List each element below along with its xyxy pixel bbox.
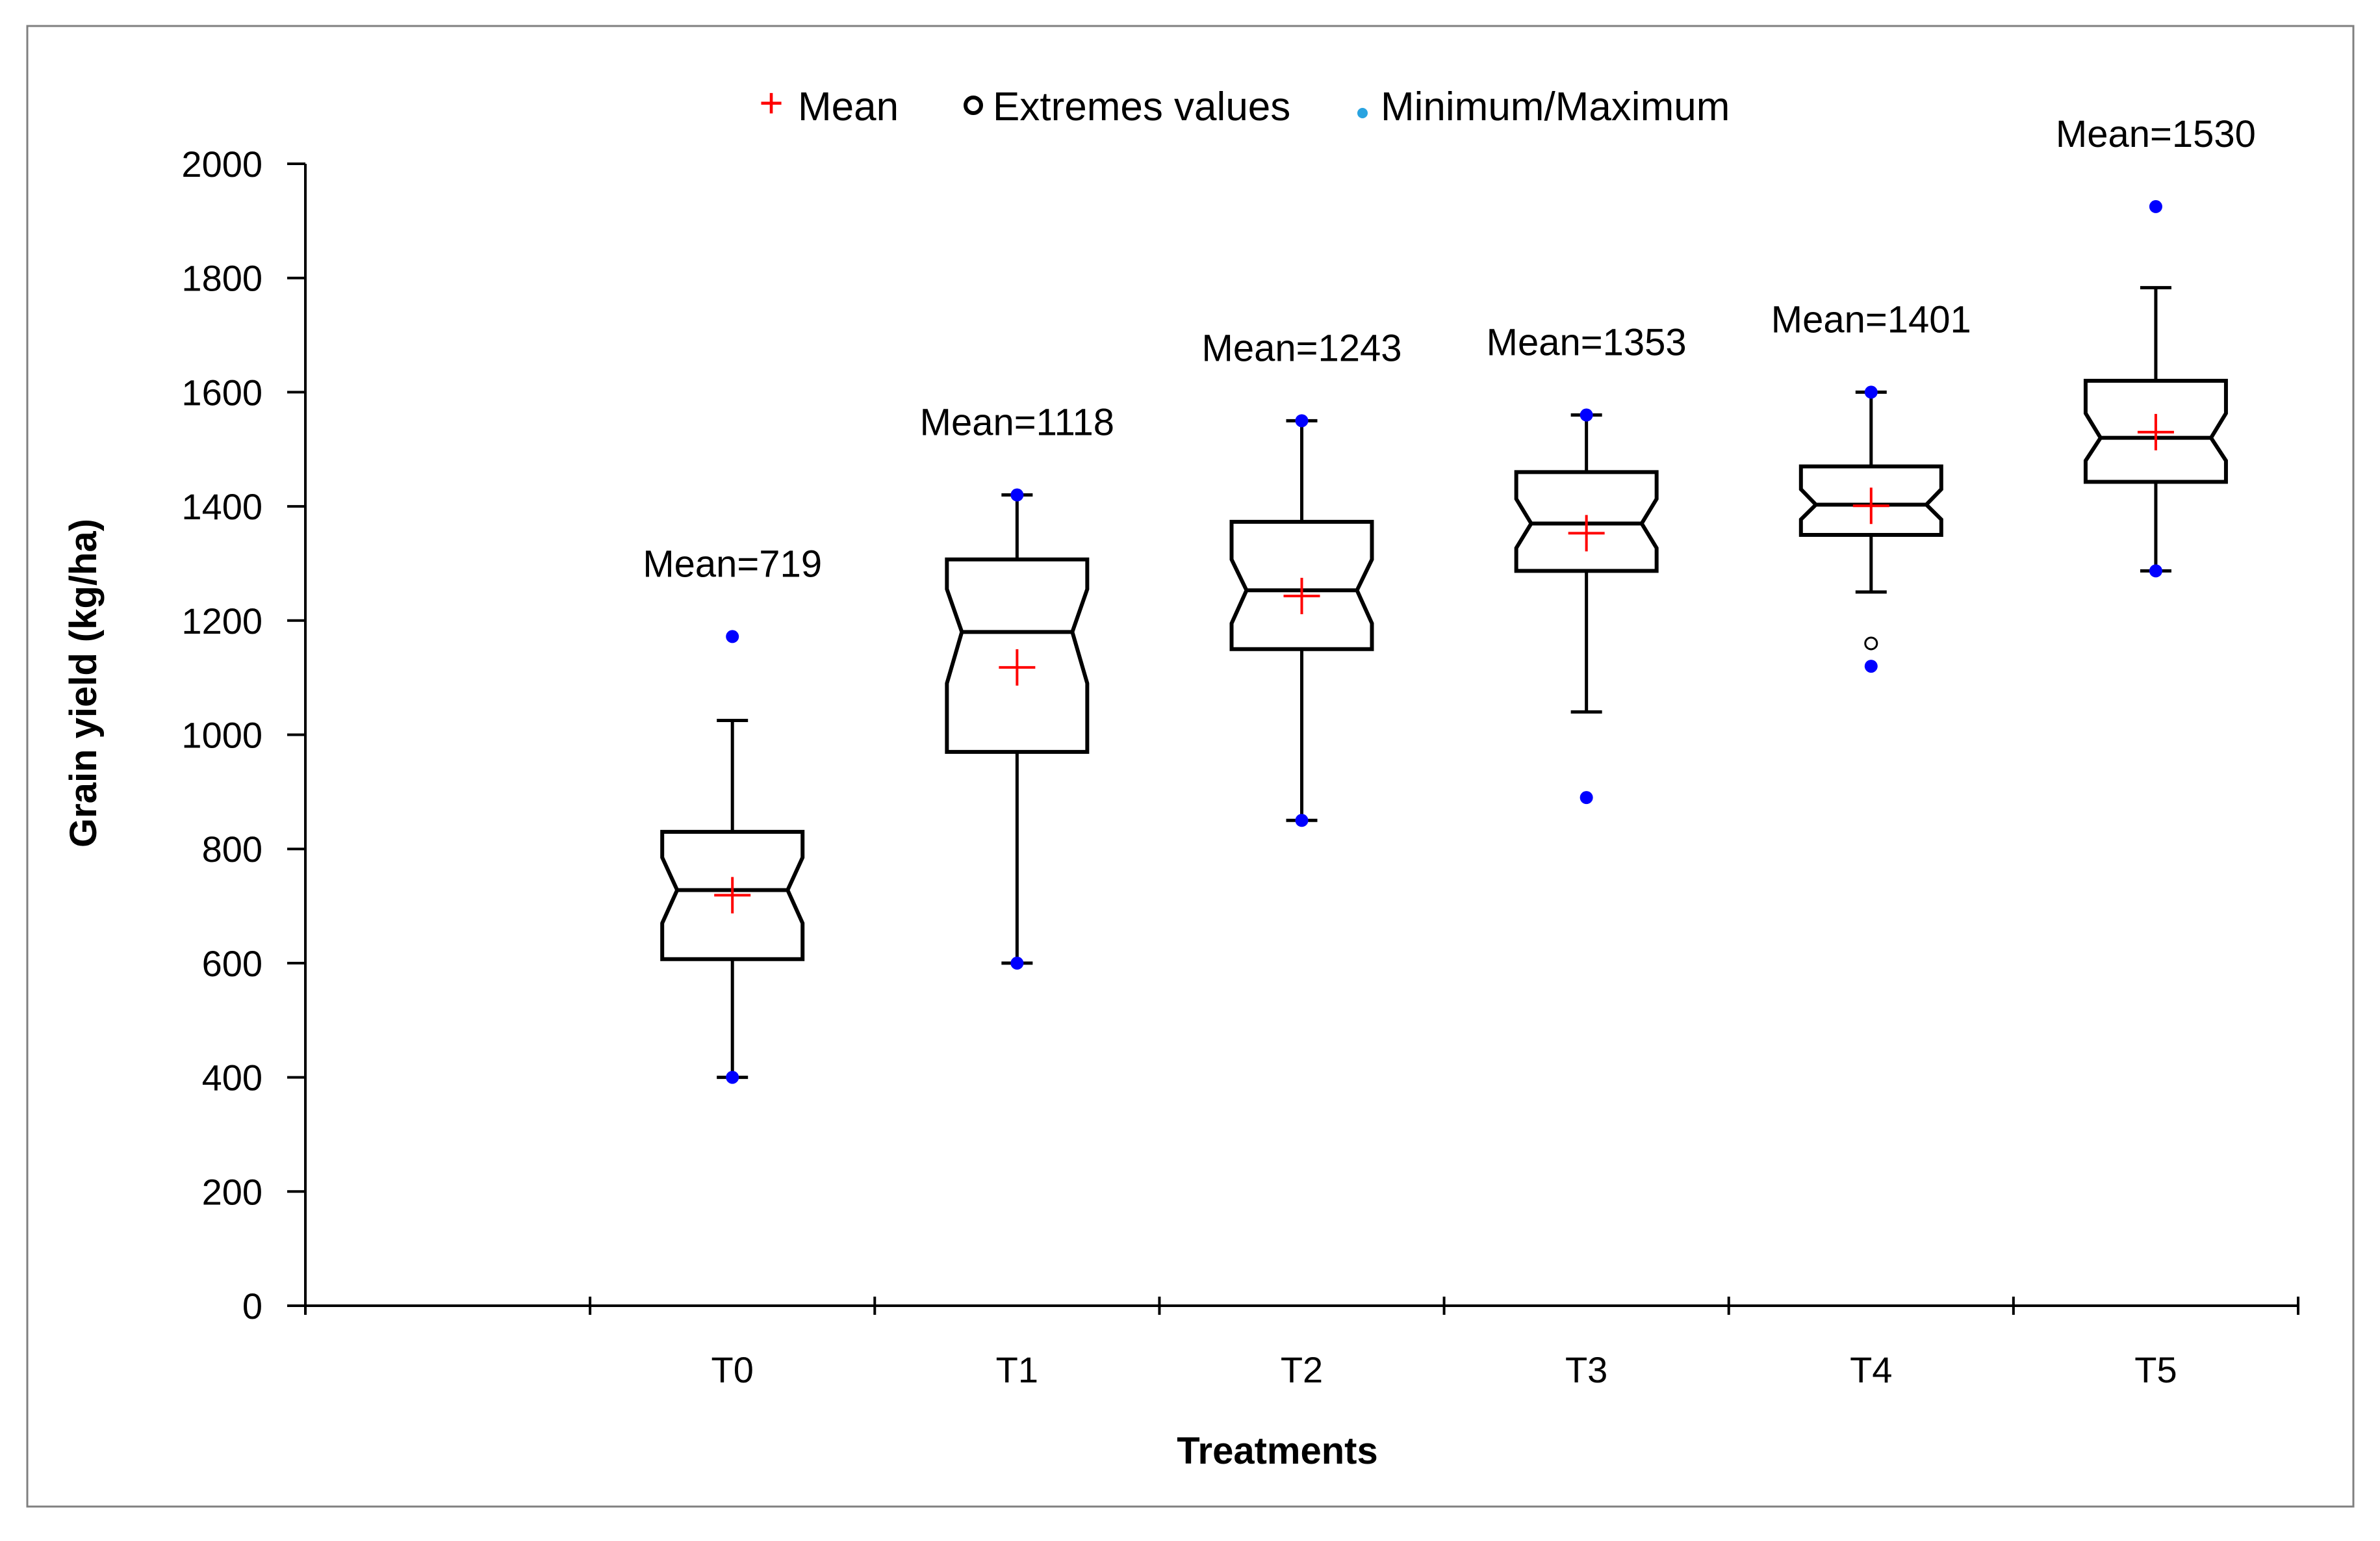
box-t0: Mean=719 bbox=[643, 543, 822, 1084]
max-point bbox=[1580, 408, 1593, 422]
mean-label: Mean=1118 bbox=[920, 402, 1114, 444]
min-point bbox=[726, 1070, 739, 1084]
y-tick-label: 800 bbox=[202, 829, 262, 870]
y-tick-label: 1400 bbox=[181, 486, 262, 527]
y-tick-label: 1600 bbox=[181, 372, 262, 413]
y-tick-label: 0 bbox=[242, 1286, 262, 1327]
mean-label: Mean=1353 bbox=[1487, 322, 1687, 364]
y-tick-label: 400 bbox=[202, 1057, 262, 1098]
x-tick-label: T4 bbox=[1850, 1349, 1892, 1390]
mean-label: Mean=1530 bbox=[2056, 113, 2256, 155]
max-point bbox=[1295, 414, 1309, 428]
legend-mean-label: Mean bbox=[798, 84, 899, 129]
min-point bbox=[2149, 564, 2162, 578]
mean-label: Mean=719 bbox=[643, 543, 822, 585]
y-tick-label: 2000 bbox=[181, 144, 262, 185]
box-t4: Mean=1401 bbox=[1771, 298, 1971, 673]
mean-label: Mean=1243 bbox=[1202, 327, 1402, 369]
min-point bbox=[1580, 791, 1593, 805]
box-t1: Mean=1118 bbox=[920, 402, 1114, 970]
y-tick-label: 1000 bbox=[181, 715, 262, 756]
max-point bbox=[2149, 200, 2162, 213]
y-tick-label: 1200 bbox=[181, 601, 262, 641]
y-tick-label: 600 bbox=[202, 943, 262, 984]
x-tick-label: T0 bbox=[711, 1349, 754, 1390]
y-tick-label: 1800 bbox=[181, 258, 262, 299]
max-point bbox=[726, 630, 739, 643]
y-tick-label: 200 bbox=[202, 1171, 262, 1212]
legend-extremes-label: Extremes values bbox=[993, 84, 1290, 129]
legend-minmax-label: Minimum/Maximum bbox=[1381, 84, 1730, 129]
box-t5: Mean=1530 bbox=[2056, 113, 2256, 578]
legend-extremes-symbol bbox=[964, 96, 983, 115]
legend-mean-symbol: + bbox=[759, 79, 783, 126]
x-tick-label: T3 bbox=[1565, 1349, 1607, 1390]
x-axis-title: Treatments bbox=[1177, 1430, 1377, 1472]
box-t3: Mean=1353 bbox=[1487, 322, 1687, 805]
legend: + Mean Extremes values Minimum/Maximum bbox=[759, 79, 1730, 129]
min-point bbox=[1864, 660, 1878, 673]
min-point bbox=[1010, 956, 1024, 970]
extreme-point bbox=[1864, 636, 1878, 651]
box-t2: Mean=1243 bbox=[1202, 327, 1402, 827]
axes: 0 200 400 600 800 1000 1200 1400 1600 1800 2000 T0 T… bbox=[181, 144, 2299, 1390]
boxes: Mean=719 Mean=1118 Mean=1243 Mean=1353 Mean=… bbox=[643, 113, 2256, 1084]
min-point bbox=[1295, 814, 1309, 827]
legend-minmax-symbol bbox=[1357, 108, 1368, 118]
x-tick-label: T1 bbox=[996, 1349, 1038, 1390]
y-axis-title: Grain yield (kg/ha) bbox=[62, 519, 105, 848]
max-point bbox=[1864, 385, 1878, 399]
x-tick-label: T2 bbox=[1281, 1349, 1323, 1390]
mean-label: Mean=1401 bbox=[1771, 298, 1971, 341]
max-point bbox=[1010, 488, 1024, 502]
x-tick-label: T5 bbox=[2134, 1349, 2177, 1390]
chart-border bbox=[26, 25, 2355, 1508]
